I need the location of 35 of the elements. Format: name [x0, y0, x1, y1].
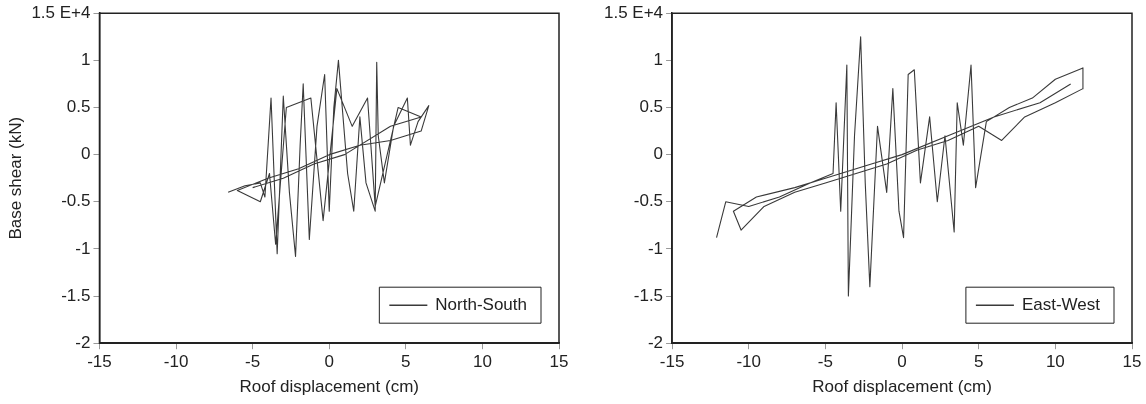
x-tick-label: -5: [245, 352, 261, 372]
y-tick-label: 1.5 E+4: [604, 2, 664, 22]
y-tick-label: 0.5: [639, 97, 664, 117]
x-tick-label: -15: [87, 352, 112, 372]
x-tick-label: -10: [736, 352, 762, 372]
x-axis-title: Roof displacement (cm): [239, 377, 419, 397]
x-axis-title: Roof displacement (cm): [812, 377, 992, 397]
x-tick-label: 15: [1122, 352, 1142, 372]
x-tick-label: -5: [817, 352, 833, 372]
y-tick-label: -1: [75, 238, 91, 258]
legend-label: North-South: [435, 294, 528, 314]
x-tick-label: 10: [472, 352, 492, 372]
y-tick-label: -1: [647, 238, 664, 258]
y-tick-label: 1: [653, 50, 664, 70]
y-tick-label: 1: [81, 50, 91, 70]
y-tick-label: -0.5: [633, 191, 664, 211]
y-tick-label: -1.5: [633, 285, 664, 305]
y-tick-label: 0: [81, 144, 91, 164]
y-tick-label: -2: [75, 332, 91, 352]
x-tick-label: 10: [1045, 352, 1065, 372]
y-tick-label: 1.5 E+4: [31, 2, 91, 22]
x-tick-label: 5: [401, 352, 411, 372]
x-tick-label: -10: [163, 352, 189, 372]
y-tick-label: -2: [647, 332, 664, 352]
x-tick-label: 15: [549, 352, 569, 372]
x-tick-label: 0: [897, 352, 907, 372]
y-tick-label: -1.5: [61, 285, 91, 305]
x-tick-label: 0: [324, 352, 334, 372]
legend-label: East-West: [1021, 294, 1101, 314]
y-tick-label: 0.5: [66, 97, 91, 117]
x-tick-label: -15: [659, 352, 685, 372]
y-tick-label: 0: [653, 144, 664, 164]
y-tick-label: -0.5: [61, 191, 91, 211]
y-axis-title: Base shear (kN): [5, 116, 25, 240]
x-tick-label: 5: [973, 352, 984, 372]
